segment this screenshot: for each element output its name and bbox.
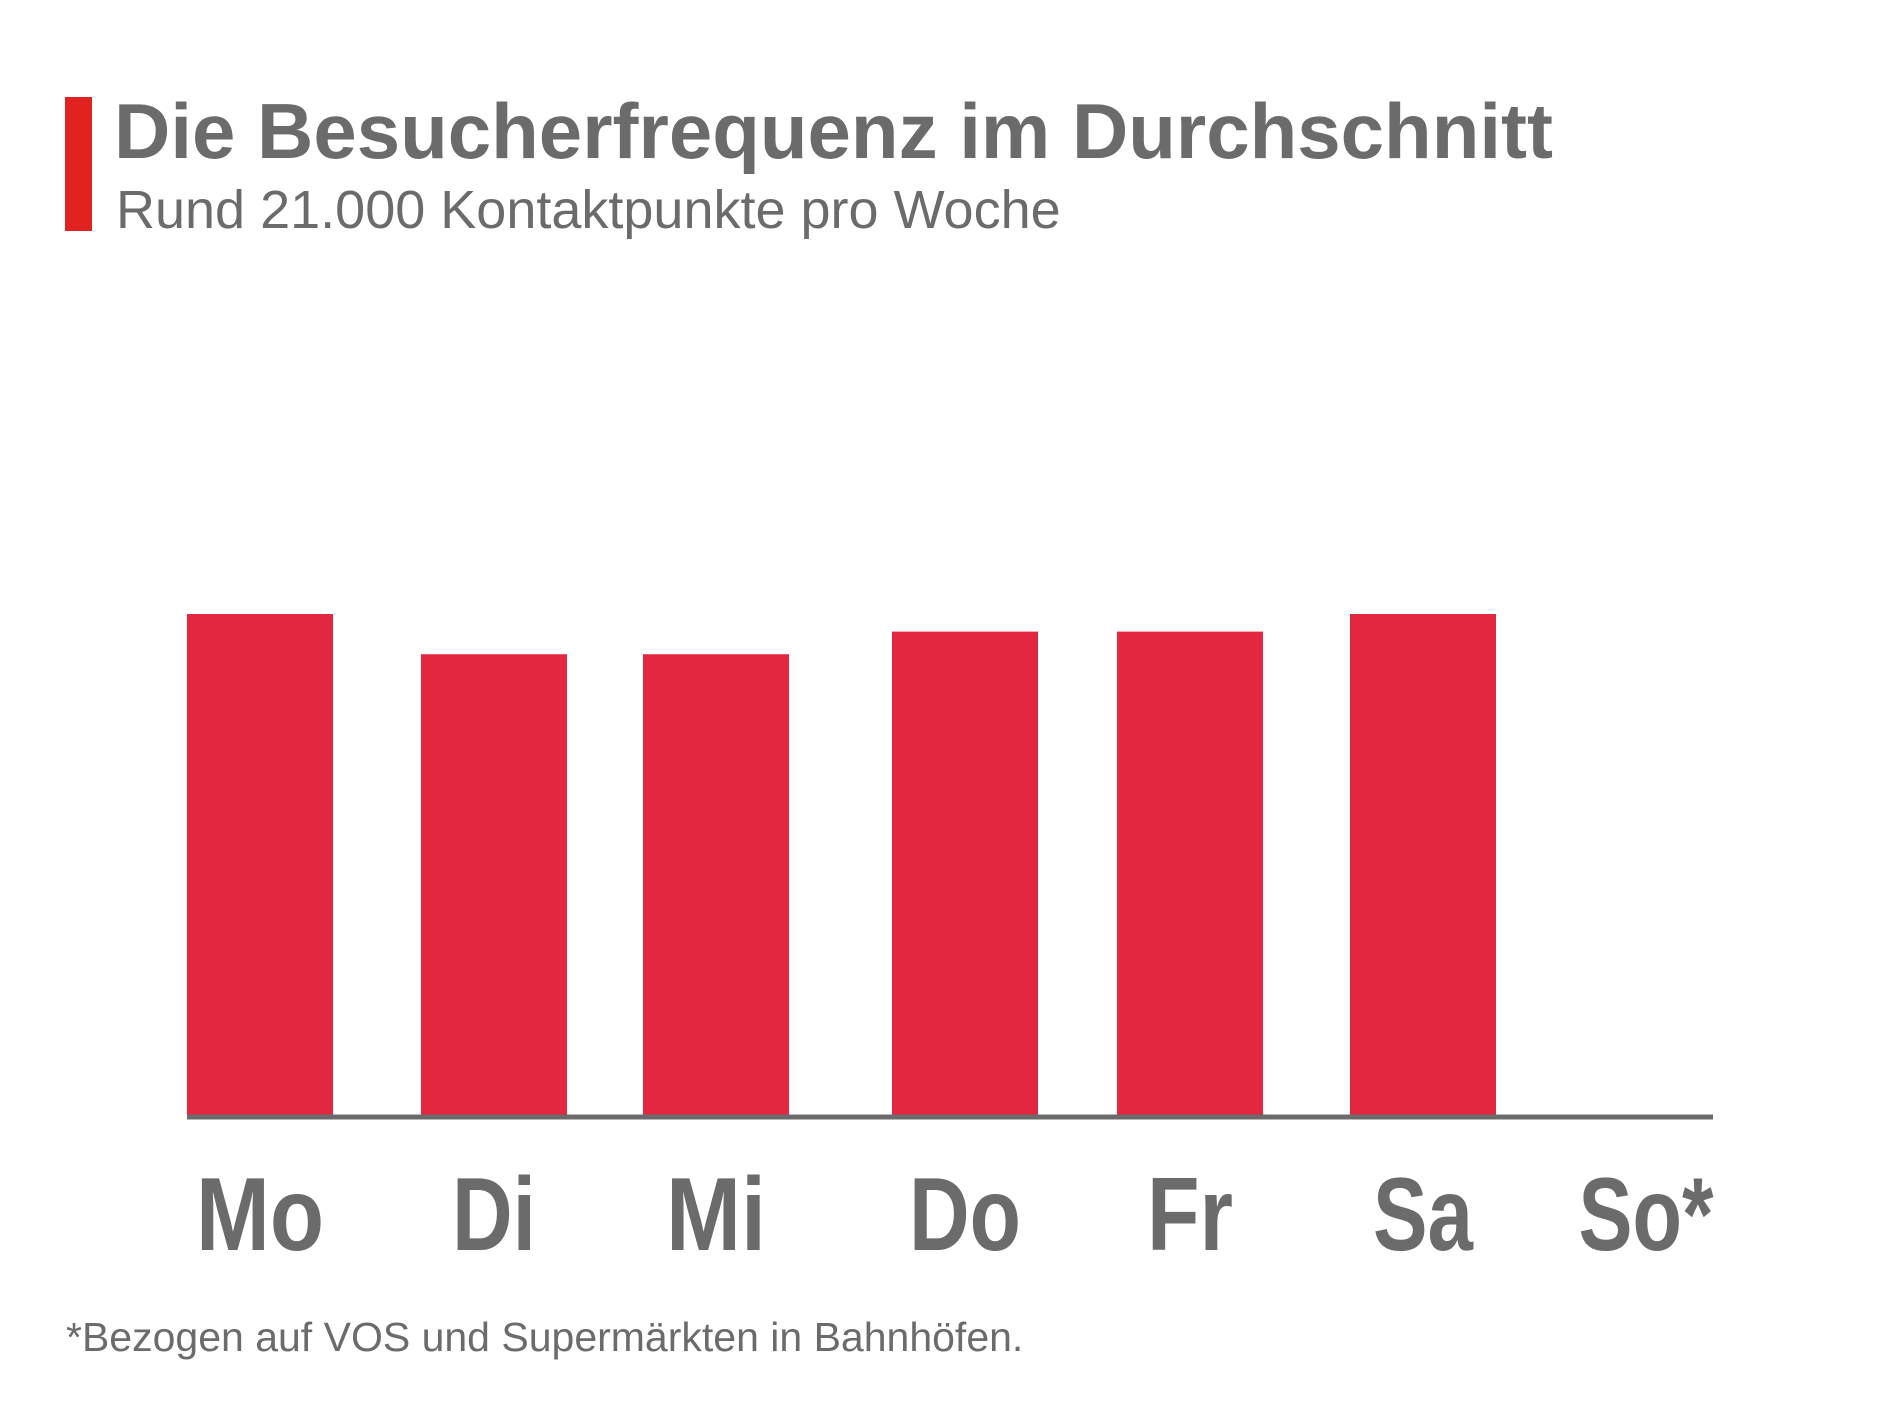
chart-subtitle: Rund 21.000 Kontaktpunkte pro Woche [116,180,1061,240]
footnote: *Bezogen auf VOS und Supermärkten in Bah… [66,1314,1024,1360]
x-tick-label-di: Di [452,1157,536,1273]
bar-group [187,614,1496,1117]
x-tick-label-sa: Sa [1373,1157,1474,1273]
bar-sa [1350,614,1496,1117]
x-tick-label-fr: Fr [1147,1157,1233,1273]
x-tick-label-mi: Mi [666,1157,766,1273]
bar-mi [643,654,789,1117]
x-tick-label-do: Do [909,1157,1021,1273]
chart-title: Die Besucherfrequenz im Durchschnitt [114,87,1553,175]
bar-di [421,654,567,1117]
category-label-group: Mo Di Mi Do Fr Sa So* [196,1157,1714,1273]
bar-do [892,631,1038,1117]
bar-fr [1117,631,1263,1117]
title-accent-bar [65,97,92,231]
x-tick-label-so: So* [1579,1157,1714,1273]
bar-mo [187,614,333,1117]
x-tick-label-mo: Mo [196,1157,324,1273]
